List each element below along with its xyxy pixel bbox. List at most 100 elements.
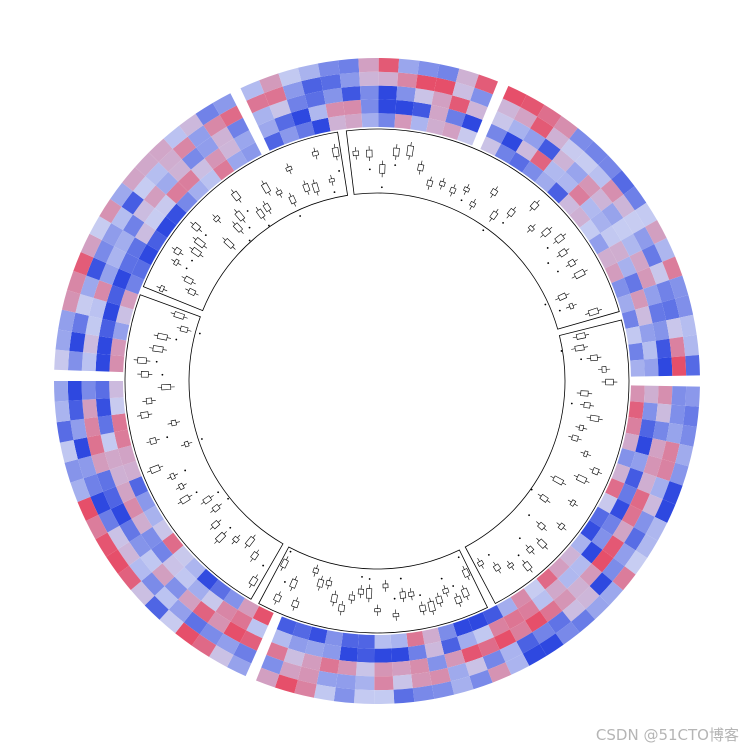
boxplot-box bbox=[331, 143, 340, 161]
heatmap-cell bbox=[398, 58, 420, 75]
boxplot-box bbox=[435, 592, 444, 608]
heatmap-cell bbox=[547, 182, 569, 204]
boxplot-box bbox=[585, 307, 602, 317]
heatmap-ring bbox=[54, 58, 700, 704]
heatmap-cell bbox=[374, 648, 393, 663]
heatmap-cell bbox=[143, 505, 164, 527]
heatmap-cell bbox=[441, 122, 462, 140]
heatmap-cell bbox=[144, 208, 166, 231]
heatmap-cell bbox=[539, 600, 563, 623]
heatmap-cell bbox=[601, 202, 624, 226]
heatmap-cell bbox=[114, 230, 135, 253]
heatmap-cell bbox=[567, 576, 590, 599]
heatmap-cell bbox=[143, 185, 166, 209]
heatmap-cell bbox=[58, 309, 76, 332]
heatmap-cell bbox=[474, 74, 498, 95]
heatmap-cell bbox=[529, 149, 553, 172]
heatmap-cell bbox=[269, 99, 292, 119]
heatmap-cell bbox=[138, 244, 159, 266]
heatmap-cell bbox=[81, 381, 96, 400]
heatmap-cell bbox=[226, 117, 250, 139]
boxplot-box bbox=[575, 424, 588, 432]
heatmap-cell bbox=[106, 284, 126, 306]
heatmap-cell bbox=[209, 579, 232, 601]
heatmap-cell bbox=[204, 148, 227, 170]
heatmap-cell bbox=[101, 223, 124, 247]
heatmap-cell bbox=[286, 94, 309, 113]
heatmap-cell bbox=[683, 405, 699, 427]
boxplot-box bbox=[573, 474, 590, 484]
heatmap-cell bbox=[469, 669, 493, 690]
heatmap-cell bbox=[215, 600, 238, 622]
heatmap-cell bbox=[83, 473, 104, 497]
boxplot-box bbox=[189, 246, 204, 258]
heatmap-cell bbox=[409, 658, 430, 675]
boxplot-outlier bbox=[338, 170, 340, 172]
heatmap-cell bbox=[109, 397, 126, 416]
boxplot-box bbox=[492, 561, 502, 574]
heatmap-cell bbox=[649, 261, 670, 285]
boxplot-box bbox=[537, 493, 551, 503]
heatmap-cell bbox=[558, 193, 580, 216]
boxplot-outlier bbox=[518, 537, 521, 540]
heatmap-cell bbox=[537, 104, 562, 128]
boxplot-sector-frame bbox=[124, 294, 284, 600]
heatmap-cell bbox=[278, 67, 302, 87]
heatmap-cell bbox=[652, 320, 670, 341]
heatmap-cell bbox=[600, 179, 624, 203]
heatmap-cell bbox=[73, 252, 94, 276]
heatmap-cell bbox=[652, 420, 670, 442]
heatmap-cell bbox=[624, 527, 646, 551]
heatmap-cell bbox=[67, 381, 83, 401]
heatmap-cell bbox=[656, 459, 676, 482]
heatmap-cell bbox=[317, 60, 340, 78]
heatmap-cell bbox=[602, 557, 625, 582]
boxplot-outlier bbox=[204, 234, 207, 237]
boxplot-outlier bbox=[299, 215, 302, 217]
boxplot-outlier bbox=[558, 309, 561, 312]
heatmap-cell bbox=[671, 386, 687, 406]
heatmap-cell bbox=[261, 654, 284, 675]
boxplot-box bbox=[527, 224, 536, 233]
heatmap-cell bbox=[645, 516, 668, 541]
boxplot-box bbox=[555, 292, 570, 301]
heatmap-cell bbox=[531, 589, 554, 611]
heatmap-cell bbox=[227, 654, 252, 677]
heatmap-cell bbox=[510, 588, 532, 609]
heatmap-cell bbox=[175, 622, 200, 646]
heatmap-cell bbox=[61, 290, 81, 313]
boxplot-box bbox=[231, 534, 241, 545]
boxplot-sector-frame bbox=[142, 131, 349, 312]
boxplot-box bbox=[489, 208, 499, 222]
boxplot-box bbox=[171, 246, 184, 256]
boxplot-sector-frame bbox=[345, 128, 620, 330]
boxplot-outlier bbox=[530, 488, 533, 491]
heatmap-cell bbox=[165, 181, 188, 204]
heatmap-cell bbox=[655, 403, 672, 423]
heatmap-cell bbox=[422, 627, 441, 645]
heatmap-cell bbox=[75, 293, 94, 316]
heatmap-cell bbox=[73, 437, 92, 460]
heatmap-cell bbox=[553, 115, 578, 139]
boxplot-box bbox=[157, 384, 175, 391]
heatmap-cell bbox=[457, 631, 478, 650]
boxplot-outlier bbox=[482, 229, 485, 232]
heatmap-cell bbox=[426, 118, 446, 136]
heatmap-cell bbox=[648, 302, 667, 324]
heatmap-cell bbox=[390, 633, 408, 649]
heatmap-cell bbox=[162, 554, 185, 577]
heatmap-cell bbox=[440, 636, 462, 655]
heatmap-cell bbox=[187, 179, 210, 202]
boxplot-outlier bbox=[546, 247, 549, 249]
heatmap-cell bbox=[503, 608, 526, 630]
heatmap-cell bbox=[642, 340, 658, 360]
heatmap-cell bbox=[589, 572, 613, 596]
heatmap-cell bbox=[212, 93, 237, 115]
boxplot-outlier bbox=[457, 556, 460, 559]
heatmap-cell bbox=[557, 566, 580, 589]
heatmap-cell bbox=[87, 434, 105, 456]
heatmap-cell bbox=[450, 676, 474, 695]
heatmap-cell bbox=[123, 214, 145, 238]
boxplot-box bbox=[580, 402, 595, 409]
heatmap-cell bbox=[110, 338, 127, 357]
